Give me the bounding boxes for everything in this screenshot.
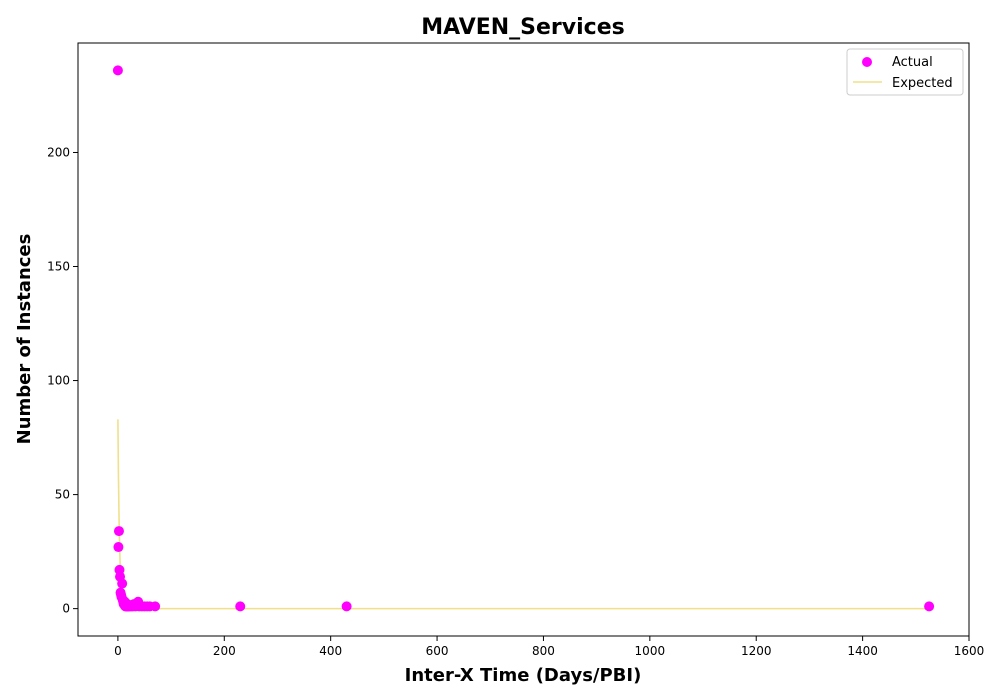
y-tick-label: 200 [47, 145, 70, 159]
actual-point [924, 601, 935, 612]
plot-frame [77, 42, 970, 637]
x-tick-label: 200 [213, 644, 236, 658]
x-axis: 0 200 400 600 800 1000 1200 1400 1600 [114, 636, 984, 658]
legend-expected-label: Expected [892, 76, 953, 91]
actual-point [235, 601, 246, 612]
actual-point [113, 526, 124, 537]
plot-area [112, 65, 935, 612]
x-tick-label: 800 [532, 644, 555, 658]
x-tick-label: 400 [319, 644, 342, 658]
legend-box [846, 48, 964, 96]
x-tick-label: 1000 [635, 644, 666, 658]
actual-point [112, 65, 123, 76]
actual-point [117, 578, 128, 589]
expected-line [117, 419, 930, 610]
x-tick-label: 1400 [847, 644, 878, 658]
y-tick-label: 0 [62, 602, 70, 616]
expected-series [117, 419, 930, 610]
chart-title: MAVEN_Services [421, 15, 624, 40]
y-axis: 0 50 100 150 200 [47, 145, 78, 616]
x-tick-label: 0 [114, 644, 122, 658]
y-tick-label: 50 [55, 488, 70, 502]
x-tick-label: 1200 [741, 644, 772, 658]
y-axis-label: Number of Instances [14, 234, 35, 445]
actual-series [112, 65, 935, 612]
x-tick-label: 1600 [954, 644, 985, 658]
y-tick-label: 150 [47, 260, 70, 274]
legend: Actual Expected [846, 48, 964, 96]
legend-actual-marker [862, 57, 872, 67]
y-tick-label: 100 [47, 374, 70, 388]
actual-point [341, 601, 352, 612]
actual-point [113, 542, 124, 553]
legend-actual-label: Actual [892, 55, 933, 70]
x-axis-label: Inter-X Time (Days/PBI) [405, 665, 642, 686]
x-tick-label: 600 [426, 644, 449, 658]
actual-point [150, 601, 161, 612]
